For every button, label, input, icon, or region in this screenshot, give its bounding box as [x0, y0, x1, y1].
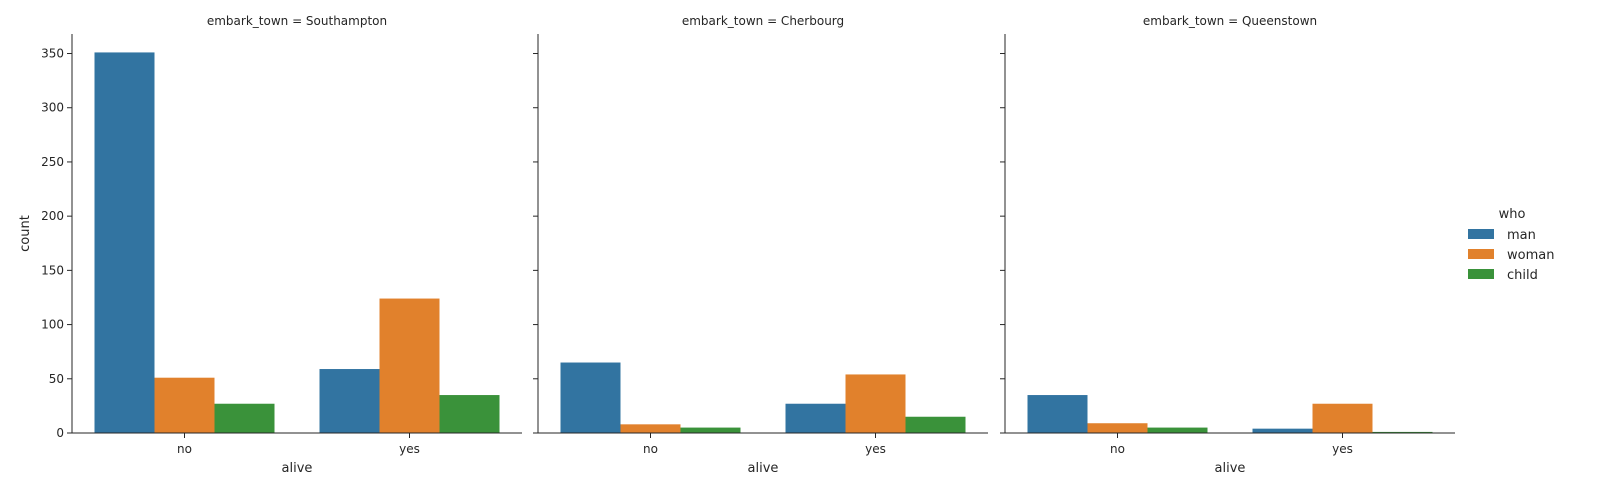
x-tick-label: yes	[865, 442, 886, 456]
legend-label-child: child	[1507, 268, 1538, 283]
y-axis-label: count	[18, 215, 33, 252]
x-tick-label: no	[177, 442, 192, 456]
x-tick-label: no	[643, 442, 658, 456]
bar-woman-yes	[379, 298, 440, 433]
bar-child-yes	[439, 395, 500, 433]
x-axis-label: alive	[282, 461, 313, 476]
bar-man-yes	[1252, 428, 1313, 433]
x-tick-label: yes	[1332, 442, 1353, 456]
bar-woman-no	[154, 377, 215, 433]
legend-swatch-child	[1468, 269, 1494, 279]
panel-title: embark_town = Cherbourg	[682, 14, 844, 28]
bar-man-no	[560, 362, 621, 433]
bar-man-yes	[319, 369, 380, 433]
bar-woman-yes	[1312, 403, 1373, 433]
x-axis-label: alive	[748, 461, 779, 476]
y-tick-label: 100	[41, 318, 64, 332]
x-axis-label: alive	[1215, 461, 1246, 476]
bar-child-no	[214, 403, 275, 433]
y-tick-label: 350	[41, 47, 64, 61]
y-tick-label: 0	[56, 426, 64, 440]
bar-woman-no	[620, 424, 681, 433]
bar-woman-no	[1087, 423, 1148, 433]
x-tick-label: yes	[399, 442, 420, 456]
y-tick-label: 250	[41, 155, 64, 169]
bar-child-no	[680, 427, 741, 433]
bar-woman-yes	[845, 374, 906, 433]
y-tick-label: 300	[41, 101, 64, 115]
bar-man-no	[1027, 395, 1088, 433]
bar-child-yes	[1372, 431, 1433, 433]
panel-title: embark_town = Southampton	[207, 14, 387, 28]
legend-swatch-woman	[1468, 249, 1494, 259]
bar-child-yes	[905, 416, 966, 433]
legend-swatch-man	[1468, 229, 1494, 239]
bar-man-no	[94, 52, 155, 434]
y-tick-label: 50	[49, 372, 64, 386]
bar-child-no	[1147, 427, 1208, 433]
bar-man-yes	[785, 403, 846, 433]
legend-label-woman: woman	[1507, 248, 1554, 263]
x-tick-label: no	[1110, 442, 1125, 456]
legend-title: who	[1499, 207, 1526, 222]
y-tick-label: 150	[41, 263, 64, 277]
y-tick-label: 200	[41, 209, 64, 223]
panel-title: embark_town = Queenstown	[1143, 14, 1317, 28]
legend-label-man: man	[1507, 228, 1536, 243]
